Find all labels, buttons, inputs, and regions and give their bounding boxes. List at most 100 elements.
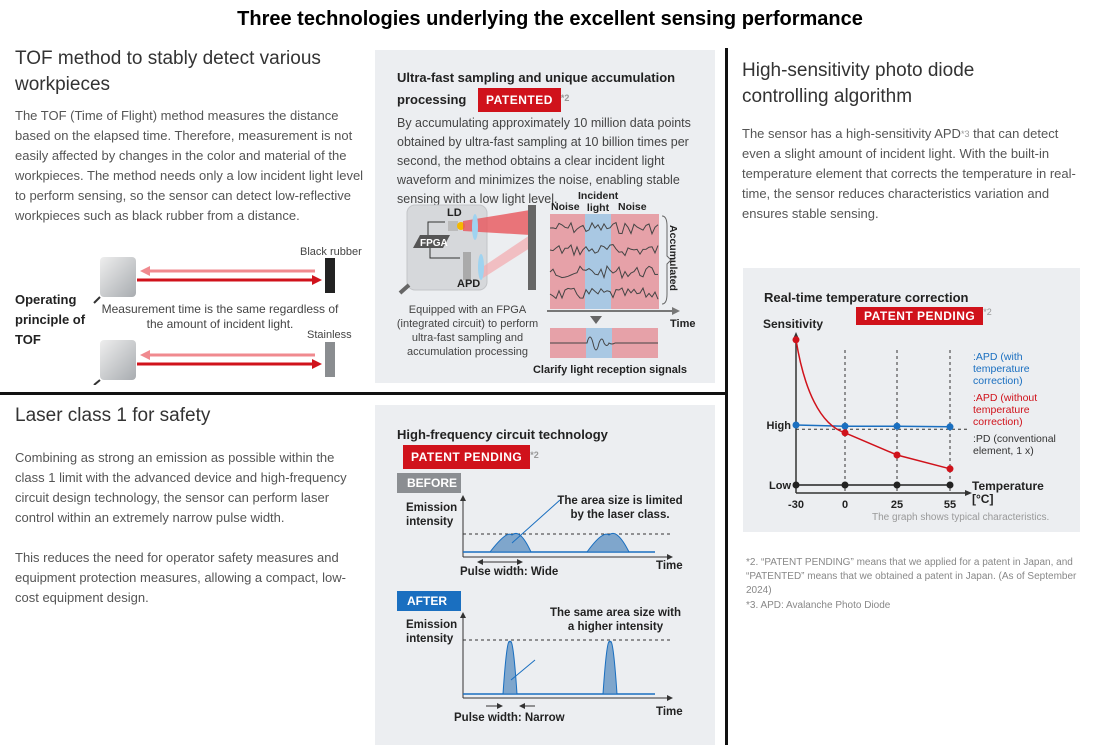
chart-ylabel: Sensitivity bbox=[763, 317, 824, 331]
after-graph bbox=[460, 612, 673, 709]
footnote-ref: *3 bbox=[960, 129, 970, 139]
hf-heading-text: High-frequency circuit technology bbox=[397, 427, 608, 442]
chart-legend: :APD (with temperature correction) :APD … bbox=[973, 351, 1078, 457]
tof-diagram-label: Operating principle of TOF bbox=[15, 292, 86, 347]
tof-heading: TOF method to stably detect various work… bbox=[15, 48, 321, 95]
x-tick-label: 25 bbox=[891, 499, 903, 511]
stainless-target bbox=[325, 342, 335, 377]
footnote-ref: *2 bbox=[560, 93, 570, 103]
after-width-label: Pulse width: Narrow bbox=[454, 712, 565, 724]
x-tick-label: 0 bbox=[842, 499, 848, 511]
before-ylabel: Emission intensity bbox=[406, 502, 458, 528]
horizontal-divider bbox=[0, 392, 727, 395]
sensor-2-icon bbox=[93, 340, 136, 385]
apd-body-text: that can detect even a slight amount of … bbox=[742, 126, 1076, 221]
noise-waveform bbox=[549, 221, 659, 236]
wide-pulse bbox=[488, 532, 532, 553]
laser-body-1: Combining as strong an emission as possi… bbox=[15, 450, 347, 525]
temperature-chart: -30 0 25 55 Low High bbox=[767, 332, 972, 511]
footnote-2: *2. “PATENT PENDING” means that we appli… bbox=[746, 557, 1077, 596]
sampling-diagram bbox=[398, 204, 680, 358]
apd-body: The sensor has a high-sensitivity APD*3 … bbox=[742, 124, 1082, 224]
data-point bbox=[893, 422, 901, 430]
after-note: The same area size with a higher intensi… bbox=[549, 607, 682, 633]
ld-label: LD bbox=[447, 207, 462, 219]
legend-item-pd: :PD (conventional element, 1 x) bbox=[973, 433, 1056, 457]
y-tick-label: Low bbox=[769, 480, 791, 492]
after-time-label: Time bbox=[656, 706, 683, 718]
chart-xlabel: Temperature [°C] bbox=[972, 479, 1044, 506]
vertical-divider bbox=[725, 48, 728, 745]
data-point bbox=[792, 481, 800, 489]
before-time-label: Time bbox=[656, 560, 683, 572]
laser-heading: Laser class 1 for safety bbox=[15, 405, 211, 426]
data-point bbox=[946, 481, 954, 489]
tof-body: The TOF (Time of Flight) method measures… bbox=[15, 108, 364, 223]
result-caption: Clarify light reception signals bbox=[532, 364, 688, 376]
after-tag: AFTER bbox=[397, 591, 461, 611]
wide-pulse bbox=[586, 532, 630, 553]
data-point bbox=[946, 465, 954, 473]
data-point bbox=[841, 429, 849, 437]
fpga-chip bbox=[413, 235, 450, 248]
data-point bbox=[841, 481, 849, 489]
series-line bbox=[795, 339, 951, 470]
noise-waveforms bbox=[549, 221, 659, 300]
lens-icon bbox=[478, 254, 484, 280]
data-point bbox=[792, 336, 800, 344]
apd-component bbox=[463, 252, 471, 280]
time-label: Time bbox=[670, 318, 696, 330]
laser-body-2: This reduces the need for operator safet… bbox=[15, 550, 346, 605]
sensor-1-icon bbox=[93, 257, 136, 304]
footnote-3: *3. APD: Avalanche Photo Diode bbox=[746, 600, 891, 611]
data-point bbox=[893, 451, 901, 459]
noise-waveform bbox=[549, 286, 659, 300]
patent-pending-badge: PATENT PENDING bbox=[856, 307, 984, 325]
before-tag: BEFORE bbox=[397, 473, 461, 493]
target-plate bbox=[528, 205, 536, 290]
before-graph bbox=[460, 495, 673, 565]
accumulated-label: Accumulated bbox=[666, 225, 679, 291]
sampling-heading: Ultra-fast sampling and unique accumulat… bbox=[397, 68, 697, 112]
sampling-body: By accumulating approximately 10 million… bbox=[397, 116, 691, 206]
chart-badge-wrap: PATENT PENDING *2 bbox=[856, 307, 992, 325]
sampling-heading-text: Ultra-fast sampling and unique accumulat… bbox=[397, 70, 676, 107]
black-rubber-label: Black rubber bbox=[300, 246, 362, 258]
clarified-signal bbox=[550, 336, 658, 351]
data-point bbox=[841, 422, 849, 430]
apd-label: APD bbox=[457, 278, 481, 290]
ld-component bbox=[448, 221, 458, 231]
narrow-pulse bbox=[502, 640, 518, 695]
chart-footnote: The graph shows typical characteristics. bbox=[872, 512, 1050, 523]
before-width-label: Pulse width: Wide bbox=[460, 566, 559, 578]
incident-light-label: Incident light bbox=[578, 190, 619, 214]
patented-badge: PATENTED bbox=[477, 88, 561, 112]
noise-waveform bbox=[549, 244, 659, 257]
x-axis-arrow bbox=[965, 490, 972, 496]
before-note: The area size is limited by the laser cl… bbox=[557, 495, 683, 521]
fpga-label: FPGA bbox=[420, 238, 448, 249]
page-title: Three technologies underlying the excell… bbox=[237, 8, 863, 30]
patent-pending-badge: PATENT PENDING bbox=[403, 445, 531, 469]
tof-caption: Measurement time is the same regardless … bbox=[101, 302, 339, 331]
pulse-diagrams bbox=[460, 495, 673, 709]
data-point bbox=[893, 481, 901, 489]
x-tick-label: -30 bbox=[788, 499, 804, 511]
y-tick-label: High bbox=[767, 420, 792, 432]
black-rubber-target bbox=[325, 258, 335, 293]
data-point bbox=[792, 421, 800, 429]
noise-label-right: Noise bbox=[618, 201, 647, 213]
lens-icon bbox=[472, 214, 478, 240]
narrow-pulse bbox=[602, 640, 618, 695]
data-point bbox=[946, 423, 954, 431]
fpga-caption: Equipped with an FPGA (integrated circui… bbox=[396, 304, 539, 358]
noise-label-left: Noise bbox=[551, 201, 580, 213]
apd-heading: High-sensitivity photo diode controlling… bbox=[742, 60, 975, 107]
legend-item-apd-uncorrected: :APD (without temperature correction) bbox=[973, 392, 1038, 428]
footnote-ref: *2 bbox=[530, 450, 539, 460]
legend-item-apd-corrected: :APD (with temperature correction) bbox=[973, 351, 1030, 387]
stainless-label: Stainless bbox=[307, 329, 352, 341]
chart-title: Real-time temperature correction bbox=[764, 290, 969, 305]
x-tick-label: 55 bbox=[944, 499, 956, 511]
footnote-ref: *2 bbox=[983, 307, 992, 317]
